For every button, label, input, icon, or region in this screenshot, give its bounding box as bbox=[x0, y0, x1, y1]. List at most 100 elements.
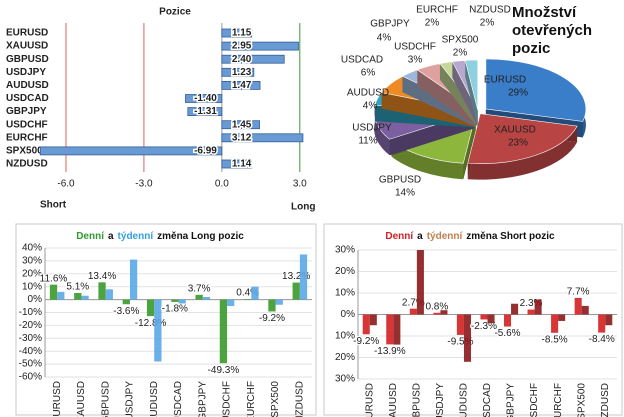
bar bbox=[362, 314, 370, 335]
slice-side bbox=[439, 61, 477, 127]
chart-title: Množství otevřených pozic bbox=[512, 4, 593, 57]
slice-label: USDCAD bbox=[341, 55, 383, 66]
bar bbox=[221, 54, 285, 64]
x-tick-label: NZDUSD bbox=[600, 383, 611, 417]
bar bbox=[433, 312, 441, 315]
pie-slice bbox=[467, 113, 578, 180]
title-part: a bbox=[108, 231, 114, 242]
x-tick-label: USDJPY bbox=[435, 383, 446, 417]
title-part: změna Long pozic bbox=[157, 231, 244, 242]
bar bbox=[409, 308, 417, 315]
y-tick-label: 30% bbox=[335, 245, 355, 256]
bar bbox=[551, 314, 559, 333]
title-part: Denní bbox=[385, 231, 414, 242]
bar bbox=[440, 310, 448, 315]
value-label: -49.3% bbox=[208, 365, 240, 376]
slice-side bbox=[452, 60, 478, 127]
slice-value-label: 2% bbox=[453, 48, 468, 59]
value-label: -2.3% bbox=[471, 321, 497, 332]
chart-title: Pozice bbox=[159, 7, 191, 18]
bar bbox=[275, 299, 283, 305]
bar bbox=[463, 314, 472, 362]
category-label: EURUSD bbox=[6, 28, 48, 39]
category-label: NZDUSD bbox=[6, 159, 48, 170]
bar bbox=[393, 314, 401, 345]
bar bbox=[558, 314, 566, 321]
y-tick-label: 20% bbox=[22, 268, 42, 279]
bar bbox=[534, 299, 542, 315]
slice-value-label: 2% bbox=[480, 18, 495, 29]
bar bbox=[511, 303, 519, 315]
bar bbox=[503, 314, 512, 327]
value-label: 7.7% bbox=[567, 287, 590, 298]
y-tick-label: 0% bbox=[28, 294, 43, 305]
chart-title: Denní a týdenní změna Short pozic bbox=[385, 231, 555, 242]
slice-label: NZDUSD bbox=[469, 5, 511, 16]
y-tick-label: -30% bbox=[19, 333, 42, 344]
value-label: 1.47 bbox=[232, 80, 252, 91]
bar bbox=[221, 28, 253, 38]
bar bbox=[574, 297, 582, 315]
slice-label: GBPUSD bbox=[379, 175, 421, 186]
bar bbox=[154, 299, 162, 362]
y-tick-label: -20% bbox=[19, 320, 42, 331]
x-tick-label: XAUUSD bbox=[388, 383, 399, 417]
value-label: 3.7% bbox=[188, 283, 211, 294]
slice-side bbox=[417, 63, 477, 127]
value-label: 2.95 bbox=[232, 41, 252, 52]
bar bbox=[292, 282, 300, 300]
slice-label: GBPJPY bbox=[370, 19, 410, 30]
bar bbox=[81, 295, 89, 300]
x-tick-label: AUDUSD bbox=[149, 381, 160, 417]
bar bbox=[581, 305, 589, 315]
value-label: 1.14 bbox=[232, 159, 252, 170]
axis-annotation: Long bbox=[291, 202, 315, 213]
value-label: 1.45 bbox=[232, 119, 252, 130]
x-tick-label: -6.0 bbox=[57, 179, 75, 190]
bar bbox=[227, 299, 235, 307]
bar bbox=[74, 293, 82, 300]
bar bbox=[219, 299, 228, 364]
bar bbox=[195, 294, 203, 300]
bar bbox=[187, 107, 223, 116]
chart-title: Denní a týdenní změna Long pozic bbox=[76, 231, 244, 242]
bar bbox=[202, 297, 211, 300]
y-tick-label: 20% bbox=[335, 352, 355, 363]
value-label: -6.99 bbox=[194, 146, 217, 157]
bar bbox=[221, 159, 252, 169]
y-tick-label: -60% bbox=[19, 372, 42, 383]
bar bbox=[386, 314, 394, 345]
value-label: -9.2% bbox=[353, 336, 379, 347]
bar bbox=[178, 299, 186, 304]
y-tick-label: 10% bbox=[335, 331, 355, 342]
bar bbox=[221, 67, 255, 77]
y-tick-label: -50% bbox=[19, 359, 42, 370]
y-tick-label: 10% bbox=[335, 288, 355, 299]
slice-value-label: 4% bbox=[377, 33, 392, 44]
category-label: USDCAD bbox=[6, 93, 49, 104]
value-label: 13.4% bbox=[88, 271, 116, 282]
slice-label: SPX500 bbox=[442, 35, 479, 46]
y-tick-label: -40% bbox=[19, 346, 42, 357]
bar bbox=[487, 314, 495, 324]
x-tick-label: GBPUSD bbox=[412, 383, 423, 417]
x-tick-label: USDCHF bbox=[529, 383, 540, 417]
category-label: USDCHF bbox=[6, 119, 48, 130]
bar bbox=[221, 41, 299, 51]
value-label: 11.6% bbox=[40, 273, 68, 284]
value-label: -13.9% bbox=[374, 346, 406, 357]
x-tick-label: USDCAD bbox=[482, 383, 493, 417]
value-label: -9.2% bbox=[259, 313, 285, 324]
x-tick-label: EURCHF bbox=[246, 381, 257, 417]
category-label: USDJPY bbox=[6, 67, 46, 78]
bar bbox=[105, 289, 113, 300]
bar bbox=[527, 309, 535, 315]
slice-value-label: 29% bbox=[508, 88, 528, 99]
bar bbox=[221, 120, 260, 130]
y-tick-label: -10% bbox=[19, 307, 42, 318]
slice-label: EURCHF bbox=[416, 5, 458, 16]
y-tick-label: 0% bbox=[341, 309, 356, 320]
bar bbox=[185, 94, 223, 103]
slice-value-label: 6% bbox=[361, 68, 376, 79]
bar bbox=[122, 299, 130, 305]
